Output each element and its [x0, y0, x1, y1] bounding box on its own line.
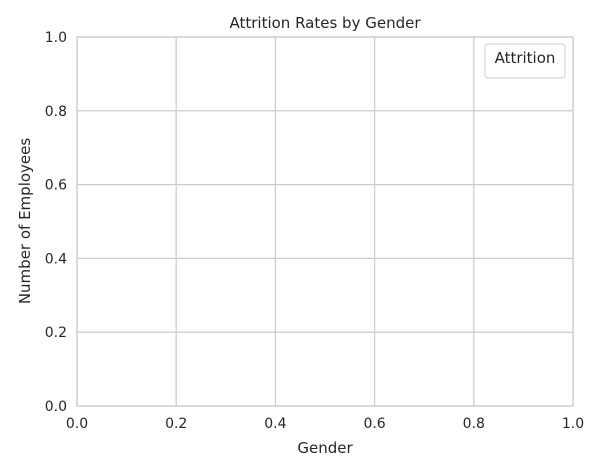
x-axis-title: Gender: [297, 439, 353, 457]
x-tick-label: 1.0: [562, 416, 584, 432]
chart-title: Attrition Rates by Gender: [229, 14, 421, 32]
x-tick-label: 0.2: [165, 416, 187, 432]
y-axis-title: Number of Employees: [16, 138, 34, 305]
x-tick-label: 0.8: [463, 416, 485, 432]
y-tick-label: 0.0: [45, 399, 67, 415]
x-tick-labels: 0.0 0.2 0.4 0.6 0.8 1.0: [66, 416, 584, 432]
x-tick-label: 0.4: [264, 416, 286, 432]
y-tick-label: 1.0: [45, 30, 67, 46]
y-tick-label: 0.6: [45, 178, 67, 194]
x-tick-label: 0.0: [66, 416, 88, 432]
legend: Attrition: [484, 43, 566, 79]
y-tick-labels: 0.0 0.2 0.4 0.6 0.8 1.0: [45, 30, 67, 415]
y-tick-label: 0.4: [45, 251, 67, 267]
y-tick-label: 0.2: [45, 325, 67, 341]
y-tick-label: 0.8: [45, 104, 67, 120]
grid-lines: [76, 36, 574, 407]
plot-frame: [76, 36, 574, 407]
legend-box: [484, 43, 566, 79]
legend-title: Attrition: [495, 49, 556, 67]
x-tick-label: 0.6: [363, 416, 385, 432]
